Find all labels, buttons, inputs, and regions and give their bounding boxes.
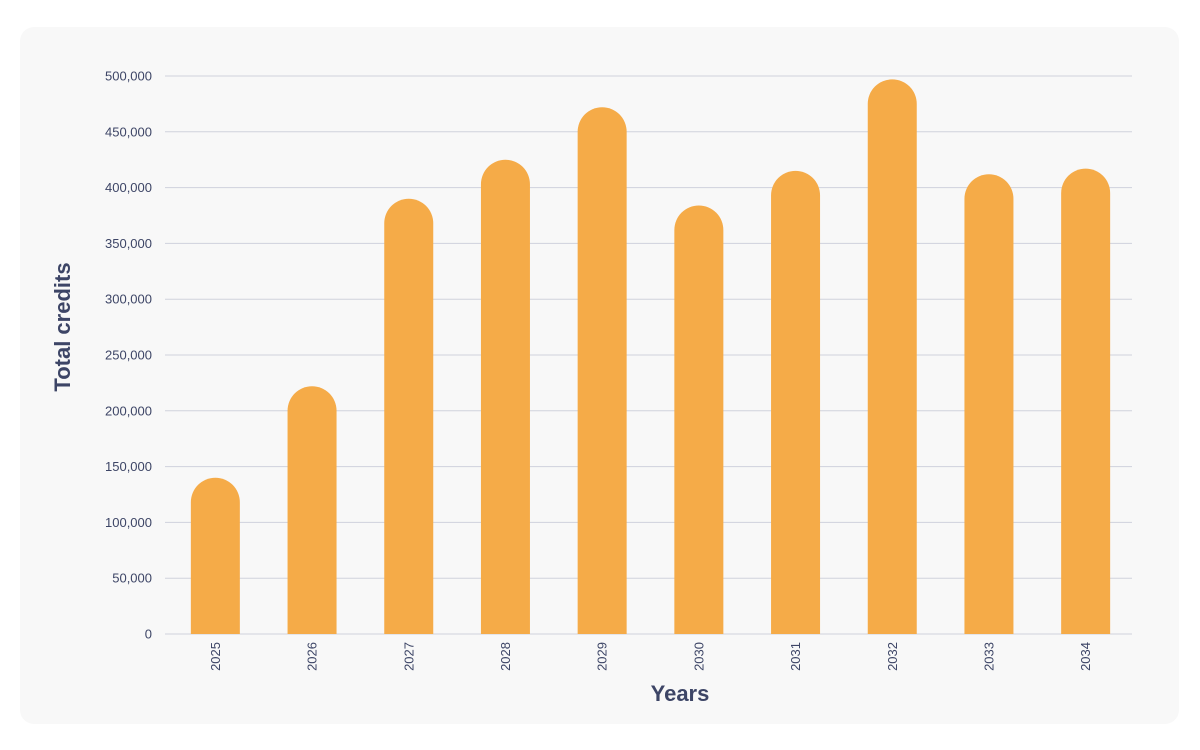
y-tick-label: 250,000 [105, 348, 152, 363]
y-tick-label: 100,000 [105, 515, 152, 530]
x-tick-label: 2027 [401, 642, 416, 671]
bar-2033 [964, 174, 1014, 634]
bars [190, 79, 1111, 635]
y-tick-label: 300,000 [105, 292, 152, 307]
bar-2025 [190, 477, 240, 634]
x-tick-label: 2034 [1078, 642, 1093, 671]
x-tick-label: 2030 [691, 642, 706, 671]
bar-2028 [480, 159, 530, 634]
x-tick-label: 2033 [981, 642, 996, 671]
y-tick-label: 200,000 [105, 403, 152, 418]
y-tick-labels: 0 50,000 100,000 150,000 200,000 250,000 300,0… [105, 69, 152, 642]
x-tick-label: 2028 [498, 642, 513, 671]
bar-2026 [287, 386, 337, 634]
x-axis-title: Years [651, 681, 710, 706]
bar-2029 [577, 107, 627, 635]
bar-2031 [771, 170, 821, 635]
x-tick-labels: 2025 2026 2027 2028 2029 2030 2031 2032 2033 2034 [208, 642, 1093, 671]
x-tick-label: 2031 [788, 642, 803, 671]
y-axis-title: Total credits [50, 262, 75, 391]
y-tick-label: 0 [145, 627, 152, 642]
bar-2032 [867, 79, 917, 634]
bar-2030 [674, 205, 724, 634]
y-tick-label: 350,000 [105, 236, 152, 251]
y-tick-label: 400,000 [105, 180, 152, 195]
y-tick-label: 50,000 [112, 571, 152, 586]
y-tick-label: 150,000 [105, 459, 152, 474]
x-tick-label: 2025 [208, 642, 223, 671]
y-tick-label: 500,000 [105, 69, 152, 84]
x-tick-label: 2029 [595, 642, 610, 671]
bar-2027 [384, 198, 434, 634]
bar-2034 [1061, 168, 1111, 635]
x-tick-label: 2026 [305, 642, 320, 671]
x-tick-label: 2032 [885, 642, 900, 671]
y-tick-label: 450,000 [105, 124, 152, 139]
